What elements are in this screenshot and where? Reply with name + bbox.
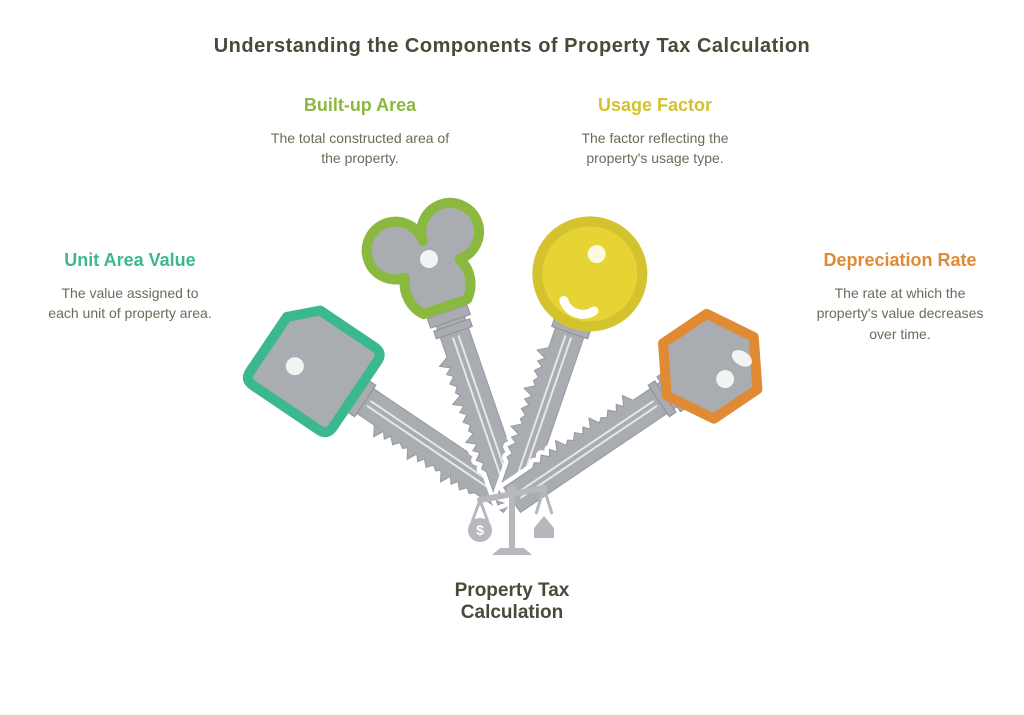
component-label-3: Depreciation Rate The rate at which the p… — [815, 250, 985, 344]
component-title: Usage Factor — [555, 95, 755, 116]
component-label-1: Built-up Area The total constructed area … — [265, 95, 455, 169]
component-desc: The factor reflecting the property's usa… — [555, 128, 755, 169]
component-label-2: Usage Factor The factor reflecting the pr… — [555, 95, 755, 169]
component-label-0: Unit Area Value The value assigned to eac… — [45, 250, 215, 324]
component-desc: The value assigned to each unit of prope… — [45, 283, 215, 324]
component-desc: The rate at which the property's value d… — [815, 283, 985, 344]
center-label-line2: Calculation — [0, 602, 1024, 624]
center-label: Property Tax Calculation — [0, 580, 1024, 624]
component-desc: The total constructed area of the proper… — [265, 128, 455, 169]
component-title: Unit Area Value — [45, 250, 215, 271]
component-title: Built-up Area — [265, 95, 455, 116]
infographic-container: Understanding the Components of Property… — [0, 0, 1024, 715]
center-label-line1: Property Tax — [0, 580, 1024, 602]
svg-text:$: $ — [476, 522, 484, 538]
component-title: Depreciation Rate — [815, 250, 985, 271]
